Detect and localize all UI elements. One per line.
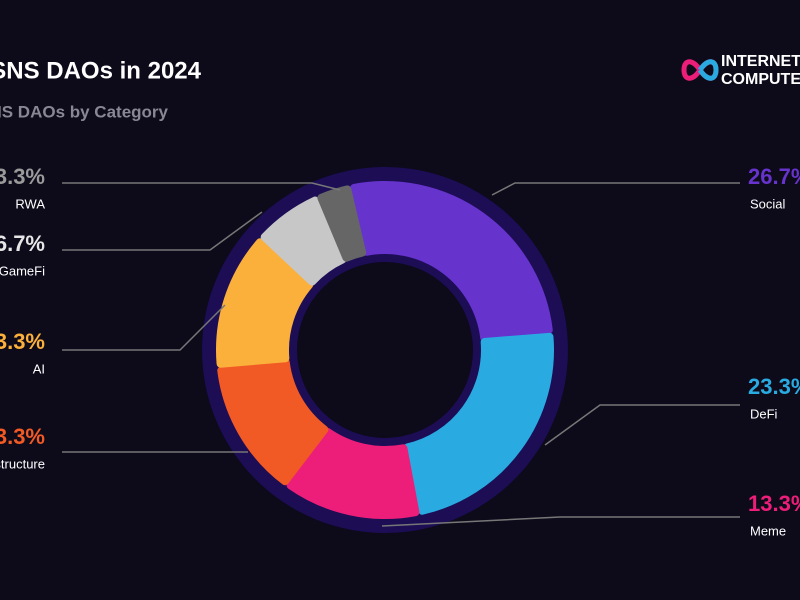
value-label: 6.7% bbox=[0, 231, 45, 256]
donut-slice bbox=[317, 185, 367, 262]
category-label: Social bbox=[750, 196, 786, 211]
logo-text: COMPUTER bbox=[721, 71, 800, 88]
donut-slice bbox=[260, 196, 347, 286]
category-label: GameFi bbox=[0, 263, 45, 278]
donut-hole bbox=[297, 262, 473, 438]
chart-title: SNS DAOs in 2024 bbox=[0, 57, 202, 84]
donut-slice bbox=[217, 358, 329, 486]
donut-slice bbox=[350, 181, 553, 342]
leader-line bbox=[62, 304, 226, 351]
category-label: DeFi bbox=[750, 406, 778, 421]
leader-line bbox=[62, 211, 263, 251]
leader-line bbox=[62, 182, 341, 191]
logo-text: INTERNET bbox=[721, 53, 800, 70]
donut-slice bbox=[403, 332, 554, 515]
chart-subtitle: SNS DAOs by Category bbox=[0, 102, 169, 121]
value-label: 3.3% bbox=[0, 164, 45, 189]
donut-slice bbox=[216, 238, 314, 368]
logo: INTERNET COMPUTER bbox=[681, 53, 800, 88]
value-label: 13.3% bbox=[0, 424, 45, 449]
value-label: 13.3% bbox=[748, 491, 800, 516]
category-label: Infrastructure bbox=[0, 456, 45, 471]
category-label: Meme bbox=[750, 523, 786, 538]
leader-line bbox=[491, 182, 740, 196]
category-label: AI bbox=[33, 361, 45, 376]
leader-line bbox=[381, 516, 740, 527]
category-label: RWA bbox=[15, 196, 45, 211]
value-label: 26.7% bbox=[748, 164, 800, 189]
value-label: 23.3% bbox=[748, 374, 800, 399]
logo-icon-right bbox=[697, 59, 719, 81]
donut-slice bbox=[286, 428, 420, 519]
leader-line bbox=[544, 404, 740, 446]
value-label: 13.3% bbox=[0, 329, 45, 354]
